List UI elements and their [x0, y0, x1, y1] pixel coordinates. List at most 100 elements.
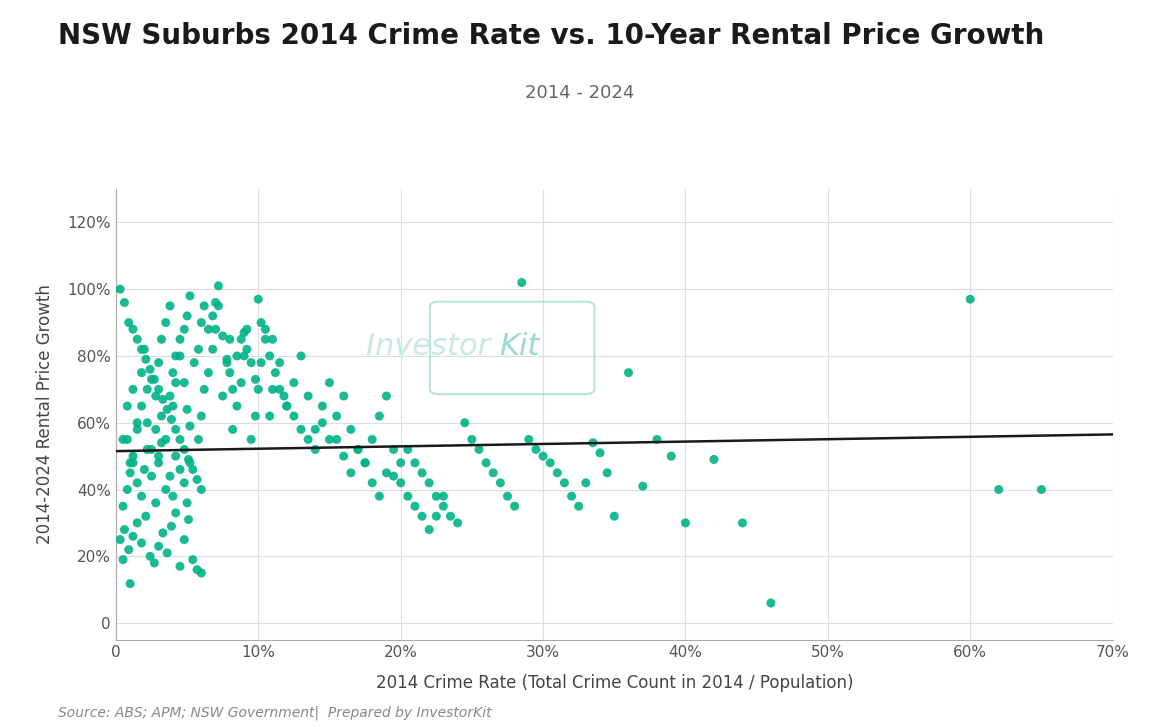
Point [118, 433, 137, 445]
Point [385, 443, 403, 455]
Point [150, 450, 168, 462]
Point [232, 334, 250, 345]
Point [170, 561, 189, 572]
Point [181, 290, 199, 302]
Point [220, 334, 239, 345]
Point [242, 433, 261, 445]
Point [385, 470, 403, 482]
Point [224, 384, 242, 395]
Point [320, 377, 338, 388]
Point [761, 597, 780, 608]
Point [449, 517, 467, 529]
Point [277, 401, 296, 412]
Y-axis label: 2014-2024 Rental Price Growth: 2014-2024 Rental Price Growth [36, 284, 53, 545]
Point [213, 330, 232, 342]
Point [370, 491, 388, 502]
Point [204, 310, 223, 322]
Point [177, 403, 196, 415]
Point [192, 410, 211, 422]
Point [195, 384, 213, 395]
Point [576, 477, 595, 489]
Point [137, 510, 155, 522]
Point [476, 457, 495, 469]
Point [180, 454, 198, 465]
Point [143, 374, 161, 385]
Point [249, 384, 268, 395]
Point [162, 521, 181, 532]
Point [313, 401, 331, 412]
Point [127, 517, 146, 529]
Point [252, 317, 270, 329]
Point [146, 424, 165, 435]
Point [137, 353, 155, 365]
Point [140, 364, 159, 375]
Point [132, 401, 151, 412]
Point [188, 474, 206, 486]
Point [114, 554, 132, 566]
Point [227, 401, 246, 412]
Point [204, 343, 223, 355]
Point [734, 517, 752, 529]
Point [420, 523, 438, 535]
Point [584, 437, 603, 449]
Point [146, 390, 165, 402]
Point [242, 357, 261, 369]
Point [163, 491, 182, 502]
Point [342, 467, 360, 478]
Point [235, 350, 254, 362]
Point [224, 424, 242, 435]
Point [377, 467, 395, 478]
Point [175, 324, 194, 335]
Point [541, 457, 560, 469]
Point [192, 483, 211, 495]
Point [435, 500, 453, 512]
Point [150, 540, 168, 552]
Point [127, 334, 146, 345]
Point [121, 578, 139, 590]
Point [152, 334, 170, 345]
Text: Investor: Investor [366, 332, 500, 361]
Point [158, 403, 176, 415]
Point [154, 393, 173, 405]
Point [150, 384, 168, 395]
Point [227, 350, 246, 362]
Point [252, 357, 270, 369]
Point [462, 433, 481, 445]
Point [327, 433, 345, 445]
Point [209, 300, 227, 312]
Point [442, 510, 460, 522]
Point [292, 350, 311, 362]
Point [498, 491, 517, 502]
Point [562, 491, 581, 502]
Point [132, 367, 151, 379]
Point [192, 317, 211, 329]
Point [143, 470, 161, 482]
Point [158, 547, 176, 559]
Point [136, 464, 154, 475]
Point [124, 384, 143, 395]
Point [961, 294, 979, 305]
Point [526, 443, 545, 455]
Point [150, 357, 168, 369]
Point [145, 374, 163, 385]
Point [285, 410, 304, 422]
Point [392, 457, 410, 469]
Point [377, 390, 395, 402]
Point [124, 531, 143, 542]
Point [327, 410, 345, 422]
Point [115, 297, 133, 308]
Point [256, 334, 275, 345]
Point [605, 510, 624, 522]
Point [124, 457, 143, 469]
Point [484, 467, 503, 478]
Point [124, 450, 143, 462]
Point [140, 550, 159, 562]
Point [167, 377, 185, 388]
Point [156, 483, 175, 495]
Point [195, 300, 213, 312]
Point [363, 433, 381, 445]
Point [619, 367, 637, 379]
Point [313, 417, 331, 428]
Point [118, 483, 137, 495]
Point [512, 277, 531, 289]
